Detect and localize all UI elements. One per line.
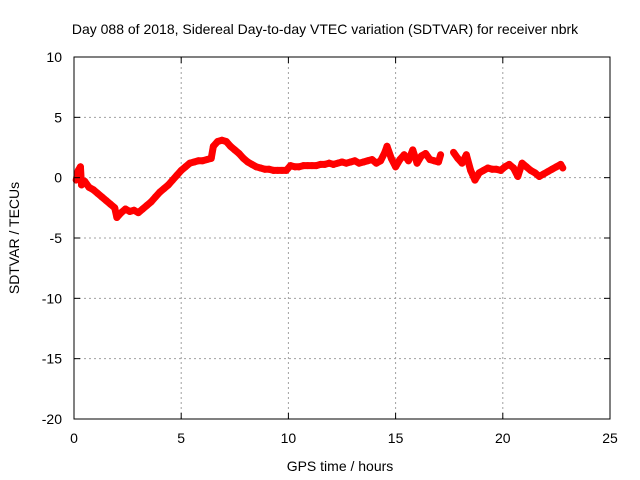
y-tick-label: -5 — [50, 230, 63, 246]
y-tick-label: -15 — [42, 351, 62, 367]
data-points — [72, 136, 567, 221]
chart-title: Day 088 of 2018, Sidereal Day-to-day VTE… — [72, 21, 579, 37]
data-point — [437, 151, 444, 158]
x-tick-labels: 0 5 10 15 20 25 — [70, 430, 618, 446]
x-tick-label: 25 — [602, 430, 618, 446]
x-tick-label: 10 — [281, 430, 297, 446]
y-axis-label: SDTVAR / TECUs — [6, 182, 22, 294]
axis-ticks — [73, 56, 611, 420]
y-tick-label: 0 — [54, 170, 62, 186]
x-tick-label: 20 — [495, 430, 511, 446]
x-tick-label: 5 — [177, 430, 185, 446]
y-tick-label: -10 — [42, 290, 62, 306]
y-tick-label: 5 — [54, 109, 62, 125]
x-axis-label: GPS time / hours — [287, 458, 394, 474]
data-point — [559, 165, 566, 172]
x-tick-label: 15 — [388, 430, 404, 446]
x-tick-label: 0 — [70, 430, 78, 446]
y-tick-label: 10 — [46, 49, 62, 65]
y-tick-label: -20 — [42, 411, 62, 427]
y-tick-labels: -20 -15 -10 -5 0 5 10 — [42, 49, 62, 427]
